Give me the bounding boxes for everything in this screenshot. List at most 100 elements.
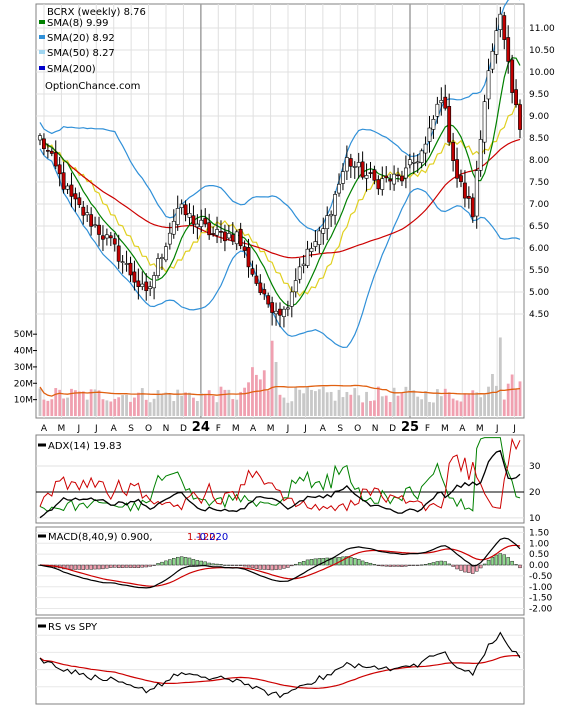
candle-body	[183, 204, 188, 216]
x-tick-label: M	[232, 424, 240, 434]
candle-body	[226, 233, 231, 239]
macd-hist-bar	[242, 564, 247, 567]
volume-bar	[518, 381, 522, 416]
candle-body	[49, 150, 54, 154]
volume-bar	[144, 399, 148, 416]
volume-bar	[310, 389, 313, 416]
macd-hist-bar	[144, 564, 148, 568]
x-tick-label: J	[512, 424, 516, 434]
candle-body	[171, 220, 176, 235]
macd-hist-bar	[156, 563, 160, 566]
macd-hist-bar	[380, 564, 384, 567]
candle-body	[317, 230, 322, 245]
volume-bar	[392, 387, 396, 416]
volume-bar	[294, 386, 298, 416]
volume-bar	[215, 402, 219, 416]
macd-hist-bar	[168, 559, 172, 566]
x-tick-label: O	[145, 424, 152, 434]
candle-body	[85, 212, 90, 216]
price-grid	[36, 27, 524, 315]
volume-bar	[380, 396, 384, 416]
candle-body	[160, 257, 164, 259]
candle-body	[364, 175, 369, 179]
volume-bar	[317, 389, 321, 416]
volume-bar	[376, 386, 380, 416]
macd-hist-bar	[356, 558, 361, 566]
volume-bar	[388, 402, 392, 416]
macd-histogram	[38, 553, 522, 574]
candle-body	[459, 175, 463, 183]
candle-body	[242, 246, 247, 251]
volume-bar	[176, 389, 180, 416]
macd-hist-bar	[199, 560, 204, 566]
candle-body	[466, 195, 471, 199]
volume-bar	[58, 389, 62, 416]
macd-hist-bar	[113, 564, 117, 568]
candle-body	[384, 175, 389, 179]
candle-body	[388, 179, 393, 182]
macd-hist-bar	[443, 561, 447, 566]
volume-bar	[219, 386, 223, 416]
candle-body	[136, 280, 141, 287]
volume-bar	[365, 391, 368, 416]
macd-hist-bar	[518, 564, 522, 569]
volume-bar	[325, 392, 329, 416]
candle-body	[203, 218, 208, 225]
volume-bar	[203, 393, 207, 416]
x-tick-label: A	[111, 424, 118, 434]
macd-hist-bar	[278, 564, 282, 570]
volume-bar	[491, 374, 494, 416]
volume-bar	[192, 397, 195, 416]
candle-body	[238, 229, 243, 247]
macd-hist-bar	[183, 557, 188, 566]
macd-hist-bar	[451, 564, 455, 567]
macd-hist-bar	[262, 564, 266, 570]
x-tick-label: M	[267, 424, 275, 434]
x-tick-label: S	[337, 424, 343, 434]
price-y-ticks: 11.00 10.50 10.00 9.50 9.00 8.50 8.00 7.50 7.00 6…	[529, 24, 555, 320]
candle-body	[427, 127, 432, 142]
x-tick-label: M	[58, 424, 66, 434]
volume-bar	[195, 400, 199, 416]
macd-hist-bar	[69, 564, 74, 570]
volume-bar	[266, 390, 270, 416]
candle-body	[341, 171, 345, 184]
volume-bar	[254, 374, 258, 416]
macd-hist-bar	[203, 561, 207, 566]
candle-body	[510, 59, 515, 93]
volume-bar	[412, 390, 416, 416]
volume-bar	[227, 389, 231, 416]
adx-minus-di-line	[39, 437, 521, 512]
candle-body	[140, 283, 145, 287]
volume-tick-label: 40M	[14, 347, 33, 357]
volume-bar	[455, 400, 459, 416]
candle-body	[309, 248, 314, 252]
price-tick-label: 11.00	[529, 24, 555, 34]
legend-sma20: SMA(20) 8.92	[47, 33, 115, 44]
volume-bar	[487, 386, 490, 416]
candle-body	[498, 13, 503, 30]
candle-body	[195, 223, 200, 228]
macd-line	[39, 537, 521, 589]
volume-bar	[483, 394, 486, 416]
x-axis-ticks: A M J J A S O N D 24 F M A M J J A S O N D 25 F M A M J J	[41, 420, 516, 435]
macd-hist-bar	[172, 558, 176, 566]
volume-bar	[463, 393, 467, 416]
price-legend: BCRX (weekly) 8.76 SMA(8) 9.99 SMA(20) 8…	[39, 7, 146, 92]
candle-body	[215, 229, 219, 236]
adx-panel: 30 20 10 ADX(14) 19.83	[35, 434, 541, 524]
candle-body	[352, 166, 357, 168]
macd-hist-bar	[463, 564, 467, 573]
adx-line	[39, 449, 521, 519]
macd-hist-bar	[412, 564, 416, 566]
price-tick-label: 6.00	[529, 244, 549, 254]
candle-body	[38, 135, 42, 141]
macd-hist-bar	[266, 564, 270, 570]
volume-bar	[314, 391, 317, 416]
candle-body	[305, 248, 310, 266]
candle-body	[254, 275, 259, 284]
candle-body	[144, 281, 149, 291]
macd-hist-bar	[187, 557, 192, 566]
macd-hist-bar	[360, 560, 365, 566]
